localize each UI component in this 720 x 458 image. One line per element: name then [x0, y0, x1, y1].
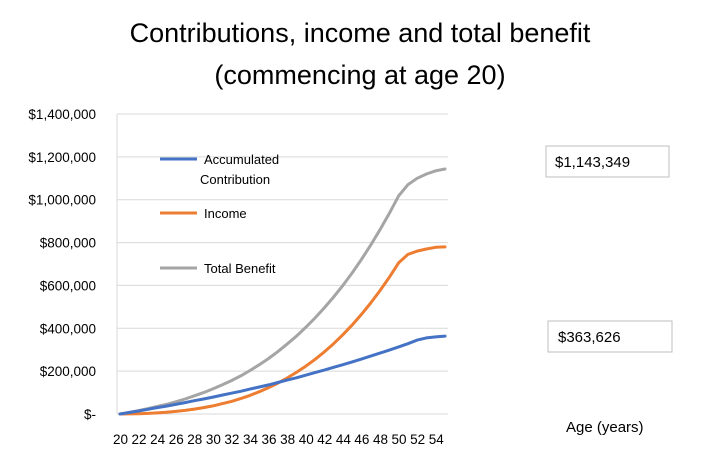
x-tick-label: 22	[132, 432, 147, 447]
gridlines	[116, 113, 448, 415]
legend-label-income: Income	[204, 206, 247, 221]
y-tick-label: $400,000	[40, 321, 96, 336]
x-tick-label: 30	[206, 432, 221, 447]
legend: Accumulated Contribution Income Total Be…	[160, 152, 279, 276]
x-tick-label: 48	[373, 432, 388, 447]
y-tick-label: $1,400,000	[28, 107, 96, 122]
x-tick-label: 28	[187, 432, 202, 447]
legend-label-total-benefit: Total Benefit	[204, 261, 276, 276]
callout-accumulated-contribution: $363,626	[547, 320, 673, 353]
series-line-accumulated-contribution	[118, 334, 447, 416]
x-tick-label: 24	[150, 432, 166, 447]
x-tick-label: 44	[336, 432, 352, 447]
x-tick-labels: 20 22 24 26 28 30 32 34 36 38 40 42 44 46 48 50 52 54	[113, 432, 444, 447]
x-tick-label: 32	[224, 432, 239, 447]
x-tick-label: 36	[262, 432, 277, 447]
y-tick-label: $200,000	[40, 364, 96, 379]
series-lines	[118, 167, 447, 416]
x-tick-label: 54	[429, 432, 445, 447]
callout-total-benefit-text: $1,143,349	[555, 154, 630, 171]
x-axis-label: Age (years)	[566, 419, 644, 436]
x-tick-label: 34	[243, 432, 259, 447]
x-tick-label: 46	[354, 432, 369, 447]
x-tick-label: 20	[113, 432, 128, 447]
series-line-income	[118, 245, 447, 416]
y-tick-labels: $- $200,000 $400,000 $600,000 $800,000 $1,000…	[28, 107, 96, 422]
callout-accumulated-contribution-box	[547, 320, 673, 353]
x-tick-label: 40	[299, 432, 314, 447]
chart-title-line1: Contributions, income and total benefit	[130, 18, 591, 48]
series-line-total-benefit	[118, 167, 447, 416]
y-tick-label: $1,000,000	[28, 193, 96, 208]
x-tick-label: 38	[280, 432, 295, 447]
x-tick-label: 50	[392, 432, 407, 447]
y-tick-label: $-	[84, 407, 96, 422]
y-tick-label: $800,000	[40, 236, 96, 251]
callout-accumulated-contribution-text: $363,626	[558, 329, 621, 346]
legend-label-accumulated-contribution-line2: Contribution	[200, 172, 270, 187]
callout-total-benefit: $1,143,349	[545, 145, 670, 178]
y-tick-label: $1,200,000	[28, 150, 96, 165]
callout-total-benefit-box	[545, 145, 670, 178]
legend-label-accumulated-contribution-line1: Accumulated	[204, 152, 279, 167]
chart-title-line2: (commencing at age 20)	[214, 60, 505, 90]
y-tick-label: $600,000	[40, 278, 96, 293]
x-tick-label: 42	[317, 432, 332, 447]
x-tick-label: 26	[169, 432, 184, 447]
x-tick-label: 52	[410, 432, 425, 447]
